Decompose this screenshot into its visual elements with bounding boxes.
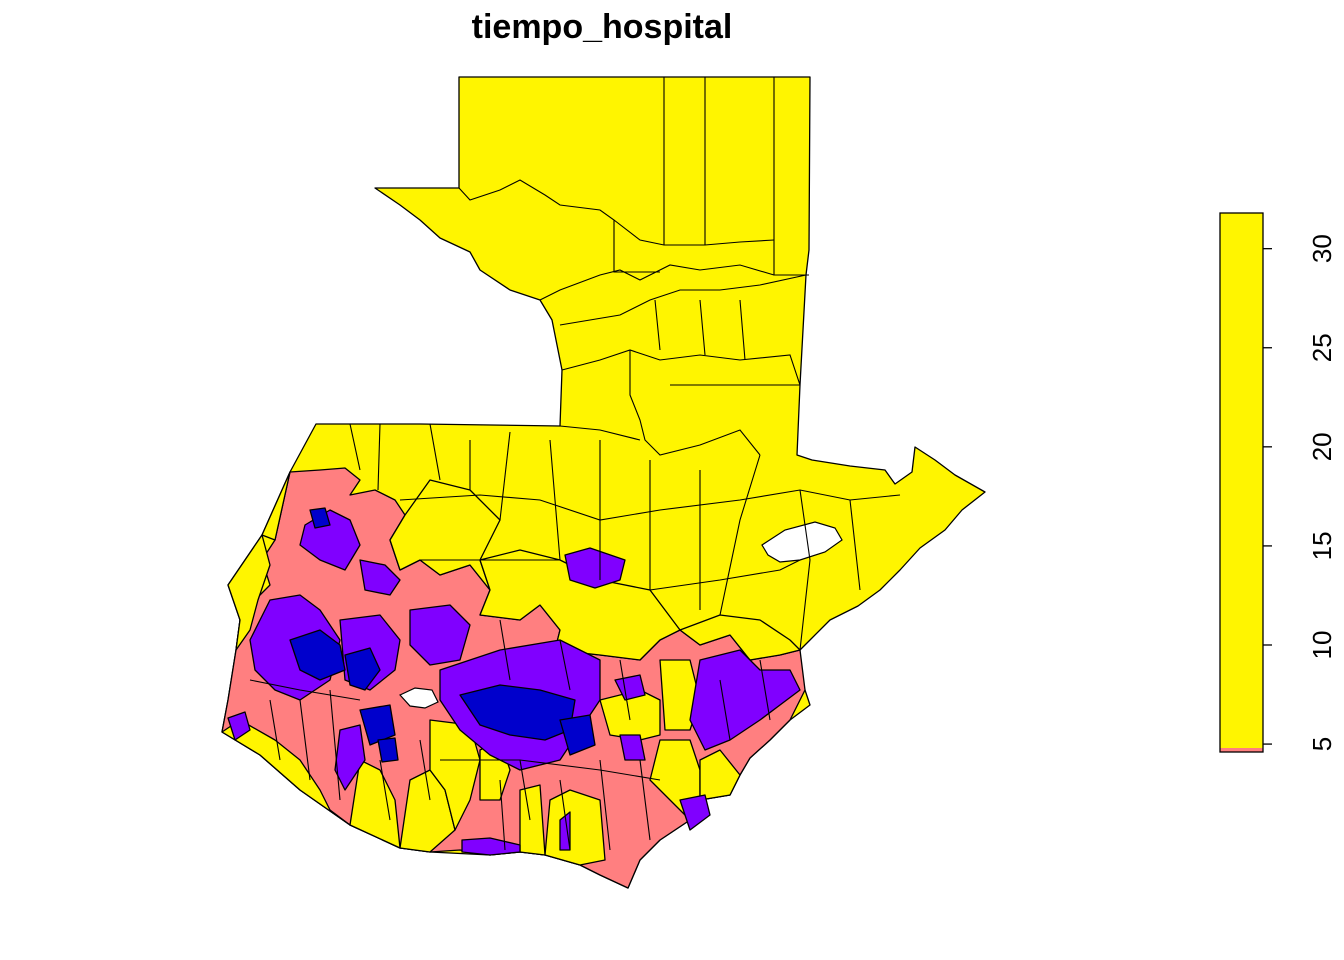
legend-tick-label: 30 (1307, 234, 1337, 263)
region-violet-9 (614, 674, 646, 701)
region-yellow-south-12 (519, 784, 546, 856)
legend-bar-frame (1219, 212, 1264, 753)
region-violet-10 (619, 734, 646, 761)
region-blue-6 (309, 507, 331, 529)
region-blue-7 (377, 737, 399, 763)
region-yellow-nw (261, 471, 291, 541)
region-violet-2 (359, 559, 401, 596)
region-blue-4 (559, 714, 596, 756)
legend: 5 10 15 20 25 30 (1219, 212, 1337, 753)
lake-atitlan (399, 687, 439, 709)
map-title: tiempo_hospital (472, 8, 733, 46)
internal-borders-center (249, 423, 901, 851)
region-violet-14 (227, 711, 251, 741)
region-violet-8 (689, 649, 801, 751)
region-violet-11 (679, 794, 711, 831)
legend-tick-label: 20 (1307, 432, 1337, 461)
lake-izabal (761, 521, 843, 563)
region-yellow-south-2 (227, 534, 271, 651)
region-violet-12 (461, 837, 521, 856)
legend-bar-fill (1220, 213, 1263, 752)
region-violet-7 (564, 547, 626, 589)
legend-tick-label: 15 (1307, 531, 1337, 560)
region-yellow-south-1 (221, 719, 351, 826)
region-blue-2 (344, 647, 381, 691)
region-yellow-south-10 (699, 749, 741, 801)
legend-ticks: 5 10 15 20 25 30 (1263, 234, 1337, 751)
region-blue-5 (359, 704, 396, 746)
internal-borders (458, 77, 809, 456)
region-yellow-mid-3 (679, 614, 801, 661)
region-violet-5 (409, 604, 471, 666)
region-violet-15 (334, 724, 366, 791)
legend-tick-label: 10 (1307, 631, 1337, 660)
region-yellow-south-6 (544, 789, 606, 866)
legend-tick-label: 25 (1307, 333, 1337, 362)
legend-bar-low-strip (1220, 748, 1263, 752)
region-yellow-mid-1 (389, 479, 501, 591)
legend-tick-label: 5 (1307, 737, 1337, 751)
region-blue-1 (289, 629, 346, 681)
